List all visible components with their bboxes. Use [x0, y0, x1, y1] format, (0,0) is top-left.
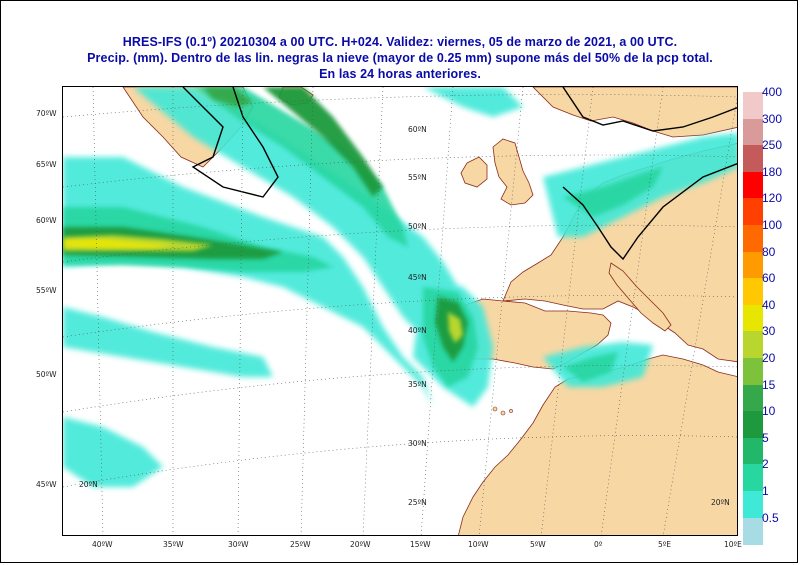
legend-label: 100 — [762, 218, 783, 232]
legend-label: 15 — [762, 377, 776, 392]
left-label-50w: 50ºW — [36, 370, 57, 379]
legend-swatch — [743, 278, 763, 306]
inner-label-30n: 30ºN — [408, 439, 427, 448]
legend-label: 1 — [762, 484, 769, 498]
scandinavia — [532, 87, 737, 138]
legend-label: 250 — [762, 138, 783, 153]
bottom-label-35w: 35ºW — [163, 540, 184, 549]
bottom-label-25w: 25ºW — [290, 540, 311, 549]
island-1 — [492, 406, 498, 412]
graticule — [63, 87, 737, 535]
legend-swatch — [743, 145, 763, 173]
inner-label-25n: 25ºN — [408, 498, 427, 507]
legend-label: 60 — [762, 271, 776, 286]
legend-label: 2 — [762, 457, 769, 472]
legend-label: 40 — [762, 297, 776, 312]
left-label-55w: 55ºW — [36, 286, 57, 295]
europe-landmass — [502, 143, 737, 363]
legend-swatch — [743, 171, 763, 199]
legend-swatch — [743, 384, 763, 412]
legend-swatch — [743, 225, 763, 253]
title-line-1: HRES-IFS (0.1º) 20210304 a 00 UTC. H+024… — [122, 35, 678, 49]
bottom-label-10w: 10ºW — [468, 540, 489, 549]
legend-label: 20 — [762, 351, 776, 365]
legend-label: 180 — [762, 164, 783, 179]
legend-swatch — [743, 304, 763, 332]
left-label-60w: 60ºW — [36, 216, 57, 225]
legend-swatch — [743, 331, 763, 359]
title-line-2: Precip. (mm). Dentro de las lin. negras … — [87, 51, 713, 65]
snow-lines — [182, 87, 737, 261]
legend-swatch — [743, 437, 763, 465]
italy-landmass — [608, 262, 672, 332]
great-britain — [492, 138, 534, 206]
bottom-label-10e: 10ºE — [724, 540, 742, 549]
legend-label: 30 — [762, 324, 776, 339]
legend-swatch — [743, 464, 763, 492]
inner-label-20n-left: 20ºN — [79, 480, 98, 489]
left-label-45w: 45ºW — [36, 480, 57, 489]
title-line-3: En las 24 horas anteriores. — [319, 67, 481, 81]
island-3 — [509, 409, 513, 413]
bottom-label-5w: 5ºW — [530, 540, 546, 549]
legend-label: 5 — [762, 430, 769, 445]
island-2 — [500, 410, 506, 416]
bottom-label-40w: 40ºW — [92, 540, 113, 549]
bottom-label-15w: 15ºW — [410, 540, 431, 549]
bottom-label-5e: 5ºE — [658, 540, 672, 549]
legend-swatch — [743, 491, 763, 519]
legend-label: 10 — [762, 404, 776, 419]
legend-swatch — [743, 118, 763, 146]
precipitation-map: 60ºN 55ºN 50ºN 45ºN 40ºN 35ºN 30ºN 25ºN … — [62, 86, 738, 536]
inner-label-40n: 40ºN — [408, 326, 427, 335]
legend-label: 400 — [762, 85, 783, 99]
legend-swatch — [743, 517, 763, 545]
legend-swatch — [743, 251, 763, 279]
legend-label: 120 — [762, 191, 783, 206]
precip-max — [63, 235, 463, 343]
inner-label-35n: 35ºN — [408, 380, 427, 389]
legend-label: 0.5 — [762, 510, 779, 525]
legend-swatch — [743, 92, 763, 120]
left-label-70w: 70ºW — [36, 109, 57, 118]
legend-label: 300 — [762, 111, 783, 126]
map-canvas: 60ºN 55ºN 50ºN 45ºN 40ºN 35ºN 30ºN 25ºN … — [63, 87, 737, 535]
left-label-65w: 65ºW — [36, 160, 57, 169]
inner-label-60n: 60ºN — [408, 125, 427, 134]
legend-label: 80 — [762, 244, 776, 259]
ireland — [460, 156, 488, 188]
inner-label-45n: 45ºN — [408, 273, 427, 282]
bottom-label-30w: 30ºW — [228, 540, 249, 549]
inner-label-55n: 55ºN — [408, 173, 427, 182]
bottom-label-20w: 20ºW — [350, 540, 371, 549]
legend-swatch — [743, 358, 763, 386]
bottom-label-0: 0º — [594, 540, 603, 549]
inner-lat-labels: 60ºN 55ºN 50ºN 45ºN 40ºN 35ºN 30ºN 25ºN … — [79, 125, 730, 507]
inner-label-50n: 50ºN — [408, 222, 427, 231]
legend-swatch — [743, 198, 763, 226]
inner-label-20n-right: 20ºN — [711, 498, 730, 507]
legend-swatch — [743, 411, 763, 439]
